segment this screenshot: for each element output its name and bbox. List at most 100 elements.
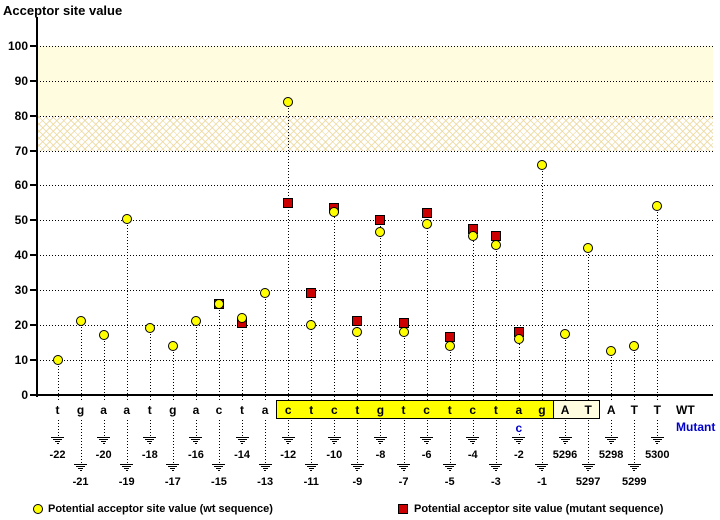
ground-symbol [379,443,382,444]
ground-symbol [166,464,180,465]
wt-point [467,230,478,241]
sequence-base: c [215,403,223,417]
baseline-tick [495,395,497,401]
ground-symbol [241,443,244,444]
wt-point [583,243,594,254]
y-tick-label: 40 [14,248,28,263]
legend-mutant-label: Potential acceptor site value (mutant se… [414,503,664,515]
sequence-base: t [240,403,245,417]
ground-symbol [191,439,201,440]
ground-symbol [539,468,545,469]
ground-symbol [214,466,224,467]
position-stem [472,420,474,437]
baseline-tick [80,395,82,401]
wt-point [190,316,201,327]
point-stem [126,218,128,396]
position-stem [426,420,428,437]
ground-symbol [606,439,616,440]
ground-symbol [535,464,549,465]
gridline-80 [37,115,713,117]
ground-symbol [420,437,434,438]
ground-symbol [329,439,339,440]
ground-symbol [401,468,407,469]
ground-symbol [333,443,336,444]
ground-symbol [217,470,220,471]
point-stem [657,206,659,396]
sequence-base: c [423,403,430,417]
wt-point [121,213,132,224]
ground-symbol [97,437,111,438]
ground-symbol [260,466,270,467]
baseline-tick [57,395,59,401]
position-stem [149,420,151,437]
y-tick-label: 10 [14,352,28,367]
ground-symbol [145,439,155,440]
ground-symbol [558,437,572,438]
point-stem [541,164,543,396]
wt-point [237,312,248,323]
y-tick-label: 80 [14,108,28,123]
position-label: -6 [421,449,432,461]
ground-symbol [352,466,362,467]
point-stem [426,213,428,396]
position-stem [126,420,128,464]
ground-symbol [327,437,341,438]
wt-point [98,330,109,341]
chart-title: Acceptor site value [3,3,123,18]
ground-symbol [447,468,453,469]
position-label: 5297 [575,476,601,488]
ground-symbol [652,439,662,440]
baseline-tick [288,395,290,401]
y-tick [30,149,36,152]
y-tick [30,323,36,326]
ground-symbol [310,470,313,471]
ground-symbol [468,439,478,440]
sequence-base: a [123,403,131,417]
sequence-base: g [169,403,177,417]
point-stem [311,293,313,396]
wt-point [329,206,340,217]
point-stem [334,208,336,396]
y-axis-line [36,17,38,397]
legend-wt-label: Potential acceptor site value (wt sequen… [48,503,273,515]
sequence-base: T [584,403,592,417]
ground-symbol [656,443,659,444]
y-tick [30,45,36,48]
ground-symbol [148,443,151,444]
ground-symbol [350,464,364,465]
ground-symbol [125,470,128,471]
ground-symbol [517,443,520,444]
ground-symbol [516,441,522,442]
baseline-tick [426,395,428,401]
ground-symbol [285,441,291,442]
ground-symbol [78,468,84,469]
ground-symbol [237,439,247,440]
ground-symbol [627,464,641,465]
ground-symbol [448,470,451,471]
ground-symbol [512,437,526,438]
ground-symbol [424,441,430,442]
y-tick-label: 0 [21,387,28,402]
position-stem [518,434,520,437]
ground-symbol [650,437,664,438]
baseline-tick [218,395,220,401]
baseline-tick [657,395,659,401]
gridline-60 [37,185,713,187]
wt-point [283,96,294,107]
mutant-point [421,208,432,219]
ground-symbol [264,470,267,471]
gridline-70 [37,150,713,152]
ground-symbol [377,441,383,442]
x-axis-line [36,393,713,396]
sequence-base: A [560,403,570,417]
point-stem [403,323,405,396]
sequence-base: c [469,403,477,417]
gridline-10 [37,359,713,361]
wt-point [306,319,317,330]
ground-symbol [466,437,480,438]
wt-point [490,239,501,250]
sequence-base: a [192,403,200,417]
gridline-20 [37,324,713,326]
ground-symbol [610,443,613,444]
